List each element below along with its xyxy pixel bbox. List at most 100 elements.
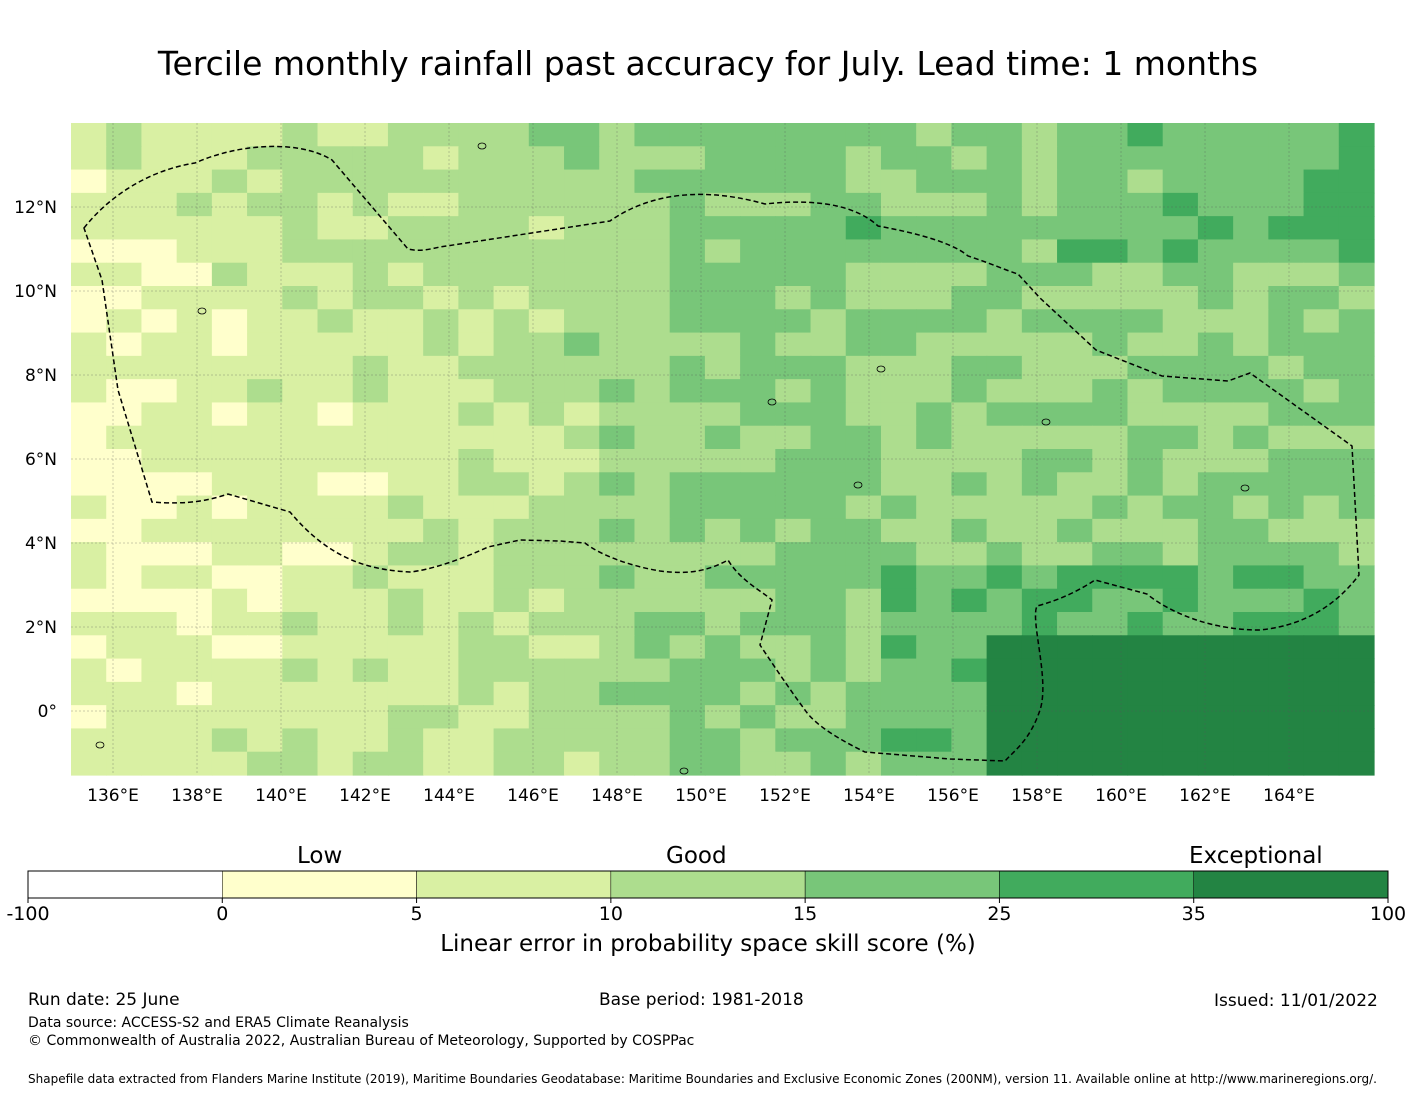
lon-tick-label: 154°E bbox=[843, 786, 895, 806]
colorbar-tick-label: -100 bbox=[6, 903, 49, 925]
grid-cell bbox=[1233, 658, 1269, 683]
grid-cell bbox=[106, 449, 143, 473]
grid-cell bbox=[352, 402, 389, 427]
grid-cell bbox=[951, 425, 988, 450]
grid-cell bbox=[1233, 635, 1269, 660]
grid-cell bbox=[528, 192, 565, 217]
grid-cell bbox=[352, 728, 389, 753]
grid-cell bbox=[282, 262, 319, 287]
grid-cell bbox=[916, 588, 953, 613]
grid-cell bbox=[1303, 192, 1340, 217]
grid-cell bbox=[247, 309, 283, 334]
grid-cell bbox=[493, 472, 530, 497]
grid-cell bbox=[458, 355, 495, 380]
grid-cell bbox=[141, 402, 178, 427]
grid-cell bbox=[493, 169, 530, 194]
grid-cell bbox=[176, 472, 213, 497]
grid-cell bbox=[352, 379, 389, 404]
grid-cell bbox=[845, 355, 882, 380]
lon-tick-label: 142°E bbox=[339, 786, 391, 806]
grid-cell bbox=[282, 588, 319, 613]
grid-cell bbox=[916, 169, 953, 194]
grid-cell bbox=[1127, 216, 1164, 241]
grid-cell bbox=[1268, 169, 1305, 194]
grid-cell bbox=[880, 309, 917, 334]
grid-cell bbox=[352, 425, 389, 450]
grid-cell bbox=[176, 635, 213, 660]
grid-cell bbox=[775, 239, 812, 264]
grid-cell bbox=[106, 355, 143, 380]
grid-cell bbox=[1338, 472, 1375, 497]
grid-cell bbox=[1197, 728, 1234, 753]
grid-cell bbox=[986, 379, 1023, 404]
grid-cell bbox=[1233, 518, 1269, 543]
grid-cell bbox=[211, 169, 248, 194]
grid-cell bbox=[810, 495, 847, 520]
grid-cell bbox=[1303, 705, 1340, 730]
grid-cell bbox=[282, 705, 319, 730]
grid-cell bbox=[493, 355, 530, 380]
grid-cell bbox=[810, 239, 847, 264]
grid-cell bbox=[141, 123, 178, 147]
grid-cell bbox=[247, 216, 283, 241]
grid-cell bbox=[423, 309, 459, 334]
grid-cell bbox=[282, 728, 319, 753]
grid-cell bbox=[528, 262, 565, 287]
grid-cell bbox=[916, 728, 953, 753]
grid-cell bbox=[317, 565, 354, 590]
grid-cell bbox=[1092, 262, 1129, 287]
grid-cell bbox=[1162, 705, 1199, 730]
grid-cell bbox=[564, 681, 600, 706]
grid-cell bbox=[880, 169, 917, 194]
grid-cell bbox=[423, 402, 459, 427]
grid-cell bbox=[458, 146, 495, 171]
grid-cell bbox=[71, 705, 107, 730]
grid-cell bbox=[282, 192, 319, 217]
grid-cell bbox=[1092, 355, 1129, 380]
grid-cell bbox=[916, 379, 953, 404]
grid-cell bbox=[211, 146, 248, 171]
grid-cell bbox=[106, 192, 143, 217]
island-outline bbox=[95, 741, 105, 749]
grid-cell bbox=[387, 635, 424, 660]
grid-cell bbox=[845, 565, 882, 590]
grid-cell bbox=[282, 146, 319, 171]
grid-cell bbox=[528, 751, 565, 776]
grid-cell bbox=[247, 495, 283, 520]
grid-cell bbox=[845, 751, 882, 776]
grid-cell bbox=[247, 705, 283, 730]
grid-cell bbox=[317, 658, 354, 683]
grid-cell bbox=[951, 728, 988, 753]
grid-cell bbox=[1127, 635, 1164, 660]
grid-cell bbox=[528, 402, 565, 427]
grid-cell bbox=[387, 472, 424, 497]
grid-cell bbox=[951, 239, 988, 264]
axis-tick-labels: 136°E 138°E 140°E 142°E 144°E 146°E 148°E 150°E… bbox=[14, 198, 1315, 806]
grid-cell bbox=[1197, 751, 1234, 776]
grid-cell bbox=[423, 192, 459, 217]
grid-cell bbox=[564, 332, 600, 357]
grid-cell bbox=[634, 262, 671, 287]
grid-cell bbox=[1092, 239, 1129, 264]
grid-cell bbox=[1127, 542, 1164, 567]
grid-cell bbox=[1127, 169, 1164, 194]
colorbar-tick-label: 5 bbox=[411, 903, 423, 925]
grid-cell bbox=[458, 449, 495, 473]
grid-cell bbox=[740, 681, 776, 706]
grid-cell bbox=[986, 612, 1023, 636]
grid-cell bbox=[564, 402, 600, 427]
grid-cell bbox=[775, 751, 812, 776]
grid-cell bbox=[916, 472, 953, 497]
grid-cell bbox=[1162, 472, 1199, 497]
grid-cell bbox=[141, 309, 178, 334]
grid-cell bbox=[106, 216, 143, 241]
grid-cell bbox=[1268, 495, 1305, 520]
grid-cell bbox=[775, 425, 812, 450]
grid-cell bbox=[1197, 542, 1234, 567]
grid-cell bbox=[986, 588, 1023, 613]
grid-cell bbox=[669, 169, 706, 194]
grid-cell bbox=[528, 449, 565, 473]
grid-cell bbox=[704, 565, 741, 590]
grid-cell bbox=[810, 705, 847, 730]
grid-cell bbox=[141, 239, 178, 264]
